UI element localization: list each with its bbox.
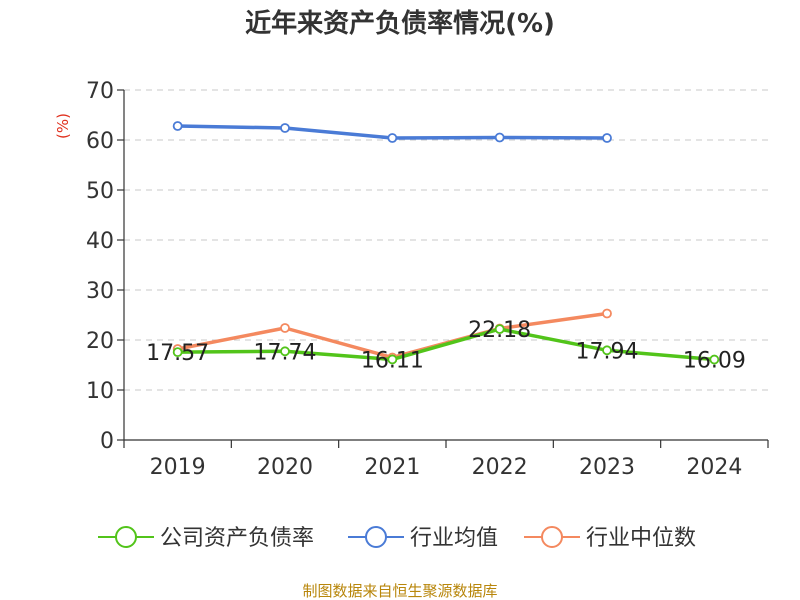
y-axis-label: (%) — [54, 113, 72, 139]
legend-swatch-marker — [541, 526, 563, 548]
legend-label: 公司资产负债率 — [160, 526, 314, 551]
data-label: 22.18 — [468, 318, 531, 343]
chart-title: 近年来资产负债率情况(%) — [245, 8, 555, 39]
x-tick-label: 2020 — [257, 455, 313, 480]
data-point — [280, 346, 290, 357]
data-point — [602, 308, 612, 319]
data-point — [602, 133, 612, 143]
axes — [117, 89, 769, 448]
grid-lines — [124, 89, 768, 391]
data-label: 17.57 — [146, 341, 209, 366]
data-point — [172, 347, 183, 358]
data-point — [387, 133, 398, 143]
legend-swatch-marker — [115, 526, 137, 548]
y-tick-label: 60 — [86, 129, 114, 154]
x-tick-label: 2023 — [579, 455, 635, 480]
data-point — [494, 324, 505, 335]
data-point — [602, 345, 612, 356]
y-tick-label: 20 — [86, 329, 114, 354]
x-tick-label: 2024 — [686, 455, 742, 480]
x-tick-label: 2021 — [364, 455, 420, 480]
y-tick-label: 70 — [86, 79, 114, 104]
y-tick-labels: 0 10 20 30 40 50 60 70 — [86, 79, 114, 454]
x-tick-labels: 2019 2020 2021 2022 2023 2024 — [150, 455, 743, 480]
legend-swatch-marker — [365, 526, 387, 548]
data-labels: 17.57 17.74 16.11 22.18 17.94 16.09 — [146, 318, 746, 373]
data-label: 16.11 — [361, 348, 424, 373]
legend-item: 行业均值 — [348, 526, 498, 551]
y-tick-label: 10 — [86, 379, 114, 404]
source-note: 制图数据来自恒生聚源数据库 — [302, 582, 497, 600]
series-1 — [172, 121, 612, 143]
y-tick-label: 0 — [100, 429, 114, 454]
series-lines — [172, 121, 720, 365]
y-tick-label: 50 — [86, 179, 114, 204]
data-label: 17.74 — [254, 340, 317, 365]
data-point — [280, 323, 290, 333]
data-label: 17.94 — [576, 339, 639, 364]
y-tick-label: 40 — [86, 229, 114, 254]
data-point — [280, 123, 290, 133]
data-label: 16.09 — [683, 349, 746, 374]
data-point — [709, 354, 720, 365]
y-tick-label: 30 — [86, 279, 114, 304]
legend-label: 行业均值 — [410, 526, 498, 551]
legend-item: 行业中位数 — [524, 526, 696, 551]
legend: 公司资产负债率 行业均值 行业中位数 — [98, 526, 696, 551]
series-0 — [172, 324, 720, 365]
series-line — [177, 327, 715, 362]
data-point — [494, 132, 505, 143]
legend-item: 公司资产负债率 — [98, 526, 314, 551]
data-point — [172, 121, 183, 131]
data-point — [387, 354, 398, 365]
legend-label: 行业中位数 — [586, 526, 696, 551]
x-tick-label: 2019 — [150, 455, 206, 480]
x-tick-label: 2022 — [472, 455, 528, 480]
